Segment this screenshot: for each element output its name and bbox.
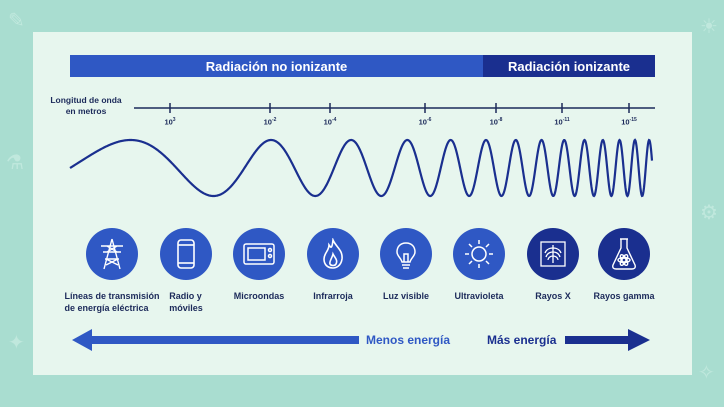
axis-title: Longitud de onda en metros bbox=[41, 95, 131, 117]
category-label-microwave: Microondas bbox=[233, 291, 285, 301]
category-label-ultraviolet: Ultravioleta bbox=[454, 291, 504, 301]
background-doodle: ☀ bbox=[700, 16, 718, 38]
mobile-phone-icon bbox=[160, 228, 212, 280]
power-tower-icon bbox=[86, 228, 138, 280]
diagram-panel bbox=[33, 32, 692, 375]
axis-title-line1: Longitud de onda bbox=[50, 95, 122, 105]
category-label-gamma: Rayos gamma bbox=[593, 291, 655, 301]
non-ionizing-label: Radiación no ionizante bbox=[205, 58, 348, 74]
tick-label: 10-8 bbox=[489, 117, 503, 127]
background-doodle: ⚗ bbox=[6, 152, 24, 174]
category-label-power-lines: Líneas de transmisión de energía eléctric… bbox=[64, 291, 160, 313]
tick-label: 10-6 bbox=[418, 117, 432, 127]
ionizing-band: Radiación ionizante bbox=[483, 55, 655, 77]
tick-label: 10-15 bbox=[621, 117, 637, 127]
background-doodle: ✦ bbox=[8, 332, 25, 354]
sun-icon bbox=[453, 228, 505, 280]
tick-label: 10-11 bbox=[554, 117, 570, 127]
axis-title-line2: en metros bbox=[65, 106, 107, 116]
ionizing-label: Radiación ionizante bbox=[507, 58, 631, 74]
microwave-icon bbox=[233, 228, 285, 280]
category-label-visible: Luz visible bbox=[382, 291, 430, 301]
background-doodle: ✧ bbox=[698, 362, 715, 384]
category-label-radio: Radio y móviles bbox=[169, 291, 203, 313]
category-label-infrared: Infrarroja bbox=[313, 291, 353, 301]
wave-line bbox=[69, 138, 654, 198]
xray-icon bbox=[527, 228, 579, 280]
less-energy-label: Menos energía bbox=[366, 333, 451, 347]
less-energy-arrow bbox=[72, 329, 359, 351]
more-energy-arrow bbox=[565, 329, 650, 351]
category-label-xray: Rayos X bbox=[535, 291, 571, 301]
flame-icon bbox=[307, 228, 359, 280]
tick-label: 10-4 bbox=[323, 117, 337, 127]
background-doodle: ✎ bbox=[8, 10, 25, 32]
light-bulb-icon bbox=[380, 228, 432, 280]
more-energy-label: Más energía bbox=[487, 333, 557, 347]
tick-label: 10-2 bbox=[263, 117, 277, 127]
non-ionizing-band: Radiación no ionizante bbox=[70, 55, 483, 77]
tick-label: 103 bbox=[164, 117, 176, 127]
background-doodle: ⚙ bbox=[700, 202, 718, 224]
radioactive-flask-icon bbox=[598, 228, 650, 280]
